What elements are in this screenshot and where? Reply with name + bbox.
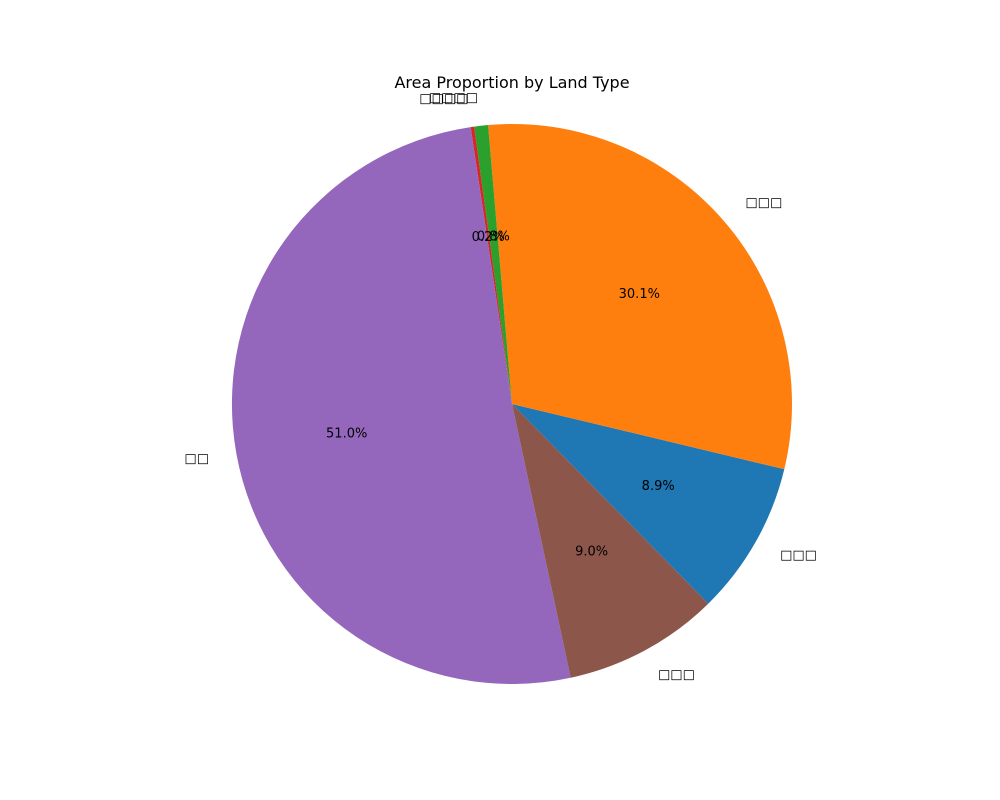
slice-percent-2: 0.8%: [477, 230, 510, 245]
slice-percent-5: 9.0%: [575, 544, 608, 559]
slice-label-0: □□□: [780, 548, 817, 563]
pie-slice-3: [470, 126, 512, 404]
pie-slice-0: [512, 404, 785, 604]
pie-slice-5: [512, 404, 709, 678]
chart-title: Area Proportion by Land Type: [394, 73, 629, 92]
slice-label-4: □□: [184, 452, 209, 467]
slice-label-2: □□□□: [429, 90, 478, 105]
pie-slice-2: [474, 125, 512, 405]
slice-percent-0: 8.9%: [642, 479, 675, 494]
pie-slices: [231, 123, 793, 685]
slice-percent-4: 51.0%: [326, 427, 367, 442]
slice-label-5: □□□: [658, 668, 695, 683]
pie-labels: □□□ 8.9% □□□ 30.1% □□□□ 0.8% □□□□ 0.2% □□ 51.0% □□…: [184, 90, 817, 682]
slice-label-1: □□□: [745, 196, 782, 211]
pie-slice-4: [231, 127, 571, 685]
pie-slice-1: [488, 123, 793, 470]
slice-label-3: □□□□: [419, 92, 468, 107]
slice-percent-3: 0.2%: [472, 230, 505, 245]
slice-percent-1: 30.1%: [619, 287, 660, 302]
